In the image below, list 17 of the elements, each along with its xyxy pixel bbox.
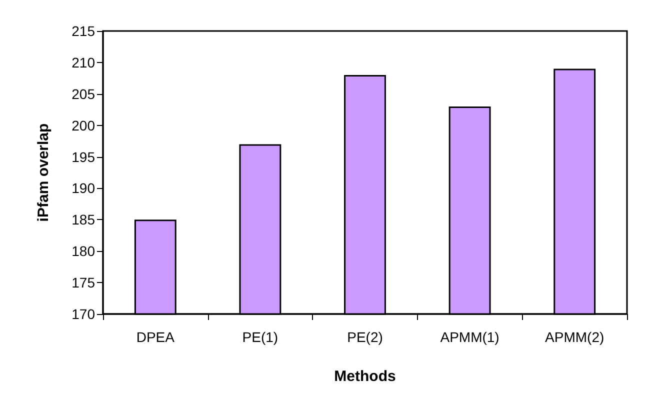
x-tick-label: APMM(2) (545, 329, 604, 345)
x-tick-label: DPEA (136, 329, 176, 345)
y-tick-label: 175 (72, 274, 96, 291)
y-tick-label: 190 (72, 180, 96, 196)
y-tick-label: 210 (72, 54, 96, 70)
y-tick-label: 205 (72, 86, 96, 102)
y-tick-label: 180 (72, 243, 96, 260)
x-axis-title: Methods (334, 368, 396, 385)
y-axis-title: iPfam overlap (35, 123, 52, 222)
y-tick-label: 170 (72, 306, 96, 322)
x-tick-label: PE(2) (347, 329, 383, 345)
y-tick-label: 185 (72, 212, 96, 228)
x-tick-label: APMM(1) (440, 329, 500, 345)
y-tick-label: 195 (72, 148, 96, 165)
y-tick-label: 200 (72, 117, 96, 134)
y-tick-label: 215 (72, 23, 96, 39)
x-tick-label: PE(1) (242, 329, 278, 345)
